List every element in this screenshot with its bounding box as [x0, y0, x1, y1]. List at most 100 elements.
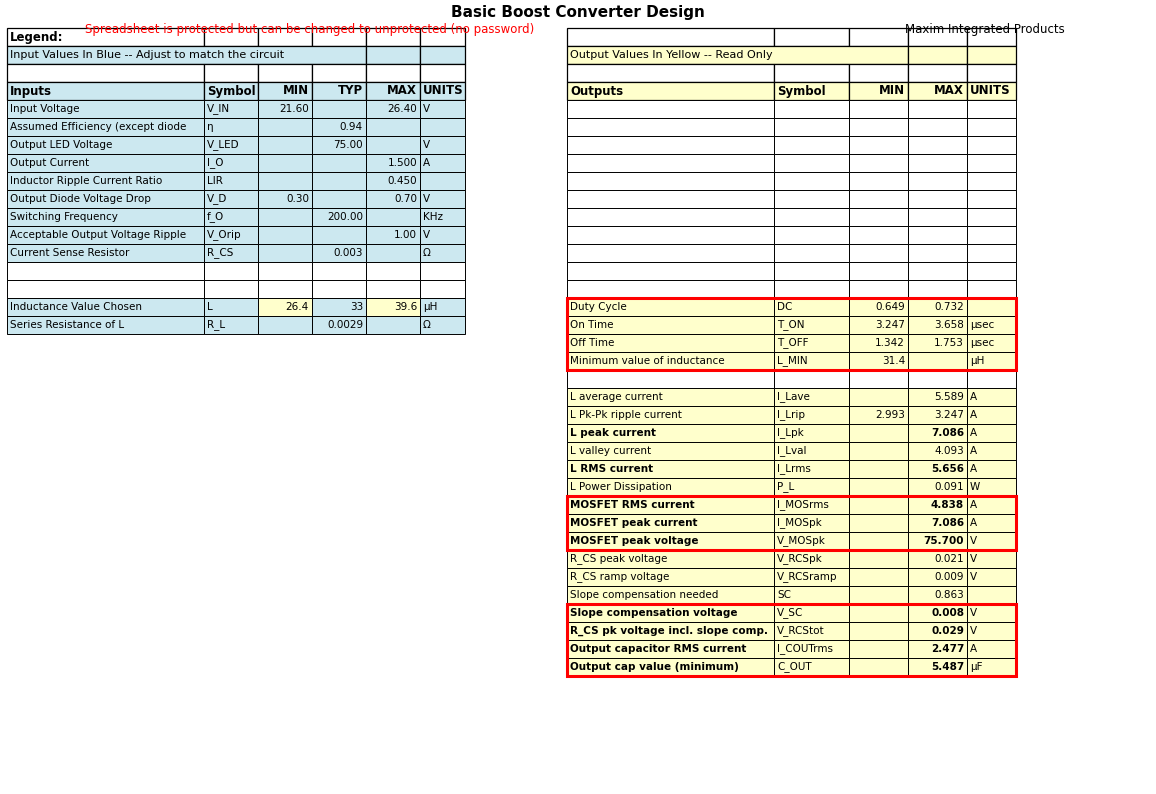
Text: P_L: P_L	[777, 481, 794, 492]
Bar	[566, 226, 775, 244]
Bar	[312, 262, 366, 280]
Bar	[7, 154, 203, 172]
Bar	[907, 532, 968, 550]
Bar	[258, 136, 312, 154]
Text: 4.838: 4.838	[931, 500, 964, 510]
Bar	[849, 640, 907, 658]
Bar	[849, 28, 907, 46]
Text: 5.487: 5.487	[931, 662, 964, 672]
Bar	[203, 280, 258, 298]
Bar	[968, 514, 1016, 532]
Bar	[968, 424, 1016, 442]
Text: V_SC: V_SC	[777, 607, 803, 619]
Text: A: A	[970, 644, 977, 654]
Bar	[907, 262, 968, 280]
Text: L Pk-Pk ripple current: L Pk-Pk ripple current	[570, 410, 682, 420]
Text: 0.450: 0.450	[387, 176, 417, 186]
Bar	[775, 442, 849, 460]
Text: MIN: MIN	[283, 84, 309, 98]
Bar	[907, 622, 968, 640]
Text: L average current: L average current	[570, 392, 662, 402]
Bar	[366, 28, 420, 46]
Bar	[775, 172, 849, 190]
Bar	[566, 550, 775, 568]
Text: Symbol: Symbol	[777, 84, 825, 98]
Text: C_OUT: C_OUT	[777, 661, 812, 673]
Bar	[312, 136, 366, 154]
Text: Output Diode Voltage Drop: Output Diode Voltage Drop	[10, 194, 151, 204]
Bar	[907, 226, 968, 244]
Bar	[566, 190, 775, 208]
Bar	[566, 406, 775, 424]
Text: V: V	[970, 572, 977, 582]
Bar	[203, 64, 258, 82]
Bar	[968, 190, 1016, 208]
Bar	[775, 496, 849, 514]
Bar	[968, 280, 1016, 298]
Bar	[775, 64, 849, 82]
Bar	[849, 244, 907, 262]
Text: Spreadsheet is protected but can be changed to unprotected (no password): Spreadsheet is protected but can be chan…	[86, 24, 534, 37]
Bar	[566, 64, 775, 82]
Bar	[566, 82, 775, 100]
Bar	[968, 298, 1016, 316]
Bar	[203, 298, 258, 316]
Bar	[907, 208, 968, 226]
Bar	[7, 208, 203, 226]
Bar	[968, 658, 1016, 676]
Bar	[907, 316, 968, 334]
Bar	[775, 118, 849, 136]
Bar	[849, 532, 907, 550]
Bar	[775, 622, 849, 640]
Bar	[968, 568, 1016, 586]
Text: Output cap value (minimum): Output cap value (minimum)	[570, 662, 739, 672]
Bar	[7, 190, 203, 208]
Bar	[849, 280, 907, 298]
Text: 33: 33	[350, 302, 363, 312]
Text: I_Lrip: I_Lrip	[777, 410, 805, 421]
Bar	[566, 46, 907, 64]
Bar	[312, 172, 366, 190]
Bar	[566, 640, 775, 658]
Text: A: A	[970, 518, 977, 528]
Text: A: A	[970, 428, 977, 438]
Text: 3.247: 3.247	[934, 410, 964, 420]
Bar	[849, 406, 907, 424]
Bar	[566, 118, 775, 136]
Bar	[968, 604, 1016, 622]
Bar	[849, 496, 907, 514]
Bar	[849, 370, 907, 388]
Bar	[258, 28, 312, 46]
Bar	[566, 262, 775, 280]
Bar	[366, 82, 420, 100]
Bar	[849, 100, 907, 118]
Text: SC: SC	[777, 590, 791, 600]
Bar	[566, 496, 775, 514]
Bar	[312, 64, 366, 82]
Text: L peak current: L peak current	[570, 428, 655, 438]
Bar	[258, 244, 312, 262]
Bar	[366, 118, 420, 136]
Bar	[203, 154, 258, 172]
Bar	[775, 604, 849, 622]
Bar	[566, 586, 775, 604]
Text: R_CS ramp voltage: R_CS ramp voltage	[570, 572, 669, 583]
Bar	[566, 208, 775, 226]
Bar	[258, 280, 312, 298]
Bar	[968, 442, 1016, 460]
Bar	[849, 622, 907, 640]
Bar	[907, 406, 968, 424]
Text: 200.00: 200.00	[327, 212, 363, 222]
Text: I_Lrms: I_Lrms	[777, 464, 810, 475]
Bar	[775, 406, 849, 424]
Bar	[420, 100, 465, 118]
Bar	[566, 604, 1016, 676]
Text: MOSFET peak voltage: MOSFET peak voltage	[570, 536, 698, 546]
Text: T_ON: T_ON	[777, 319, 805, 330]
Bar	[203, 262, 258, 280]
Bar	[203, 316, 258, 334]
Bar	[420, 154, 465, 172]
Bar	[7, 226, 203, 244]
Text: μsec: μsec	[970, 320, 994, 330]
Text: V: V	[970, 626, 977, 636]
